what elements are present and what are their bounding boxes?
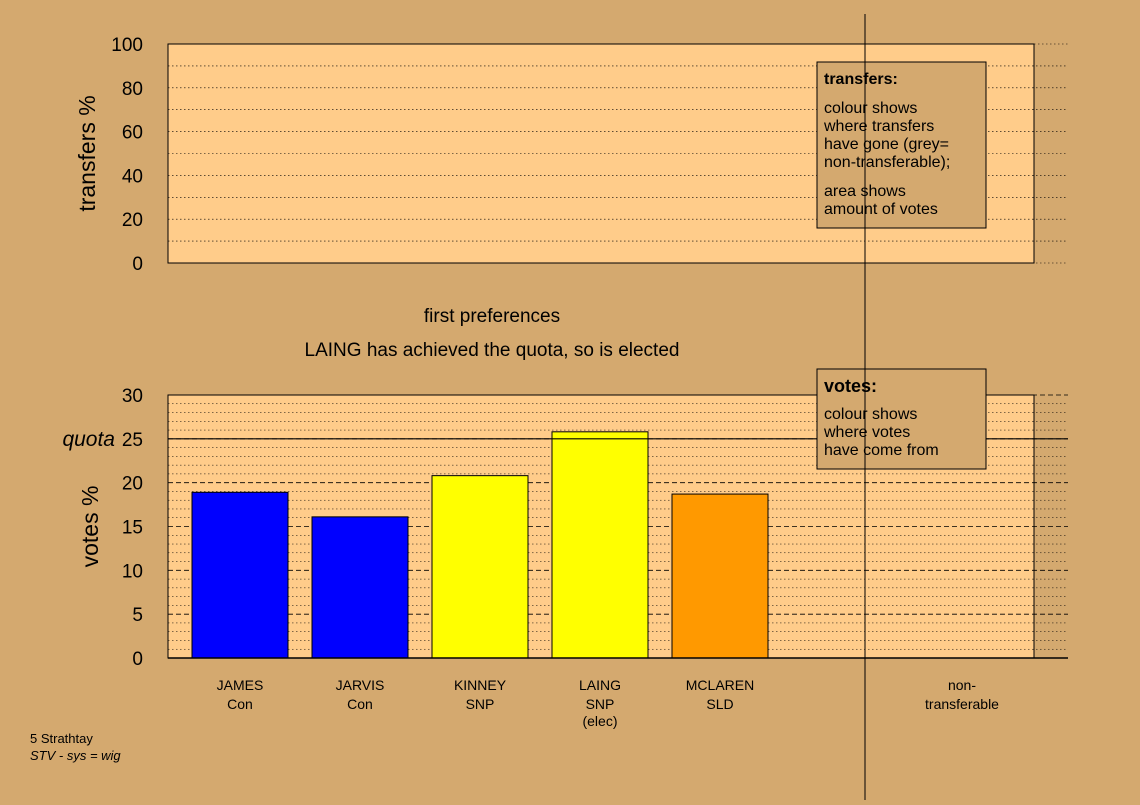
- candidate-status-label: (elec): [582, 713, 617, 729]
- votes-ylabel: votes %: [77, 486, 103, 568]
- candidate-name-label: LAING: [579, 677, 621, 693]
- transfers-legend-text: non-transferable);: [824, 154, 950, 171]
- votes-legend-text: where votes: [823, 424, 910, 441]
- bar-mclaren: [671, 493, 769, 659]
- chart-subtitle: LAING has achieved the quota, so is elec…: [305, 340, 680, 361]
- transfers-legend-box: [816, 61, 987, 229]
- votes-ytick-label: 20: [122, 474, 143, 495]
- nontransferable-label: transferable: [925, 696, 999, 712]
- candidate-party-label: Con: [347, 696, 373, 712]
- votes-legend-title: votes:: [824, 376, 877, 396]
- transfers-ylabel: transfers %: [74, 95, 100, 211]
- transfers-ytick-label: 20: [122, 210, 143, 231]
- transfers-ytick-label: 60: [122, 123, 143, 144]
- system-label: STV - sys = wig: [30, 748, 121, 763]
- transfers-legend-text: colour shows: [824, 100, 917, 117]
- votes-legend-text: colour shows: [824, 406, 917, 423]
- constituency-label: 5 Strathtay: [30, 731, 93, 746]
- transfers-legend-text: amount of votes: [824, 201, 938, 218]
- votes-ytick-label: 15: [122, 518, 143, 539]
- transfers-legend-text: have gone (grey=: [824, 136, 949, 153]
- bar-jarvis: [311, 516, 409, 659]
- transfers-ytick-label: 40: [122, 166, 143, 187]
- transfers-legend-title: transfers:: [824, 71, 898, 88]
- candidate-name-label: MCLAREN: [686, 677, 754, 693]
- votes-legend-text: have come from: [824, 442, 939, 459]
- footnote: 5 Strathtay STV - sys = wig: [30, 730, 121, 764]
- chart-title: first preferences: [424, 306, 560, 327]
- transfers-legend-text: where transfers: [823, 118, 934, 135]
- bar-kinney: [431, 475, 529, 659]
- bar-laing: [551, 431, 649, 659]
- candidate-party-label: Con: [227, 696, 253, 712]
- votes-ytick-label: 10: [122, 561, 143, 582]
- candidate-party-label: SNP: [586, 696, 615, 712]
- votes-ytick-label: 25: [122, 430, 143, 451]
- votes-ytick-label: 0: [132, 649, 143, 670]
- votes-legend-box: [816, 368, 987, 470]
- transfers-ytick-label: 100: [111, 35, 143, 56]
- nontransferable-label: non-: [948, 677, 976, 693]
- transfers-ytick-label: 80: [122, 79, 143, 100]
- candidate-name-label: JAMES: [217, 677, 264, 693]
- bar-james: [191, 491, 289, 659]
- transfers-ytick-label: 0: [132, 254, 143, 275]
- candidate-name-label: KINNEY: [454, 677, 507, 693]
- candidate-name-label: JARVIS: [336, 677, 385, 693]
- candidate-party-label: SNP: [466, 696, 495, 712]
- votes-ytick-label: 5: [132, 605, 143, 626]
- quota-label: quota: [62, 428, 115, 451]
- votes-ytick-label: 30: [122, 386, 143, 407]
- candidate-party-label: SLD: [706, 696, 733, 712]
